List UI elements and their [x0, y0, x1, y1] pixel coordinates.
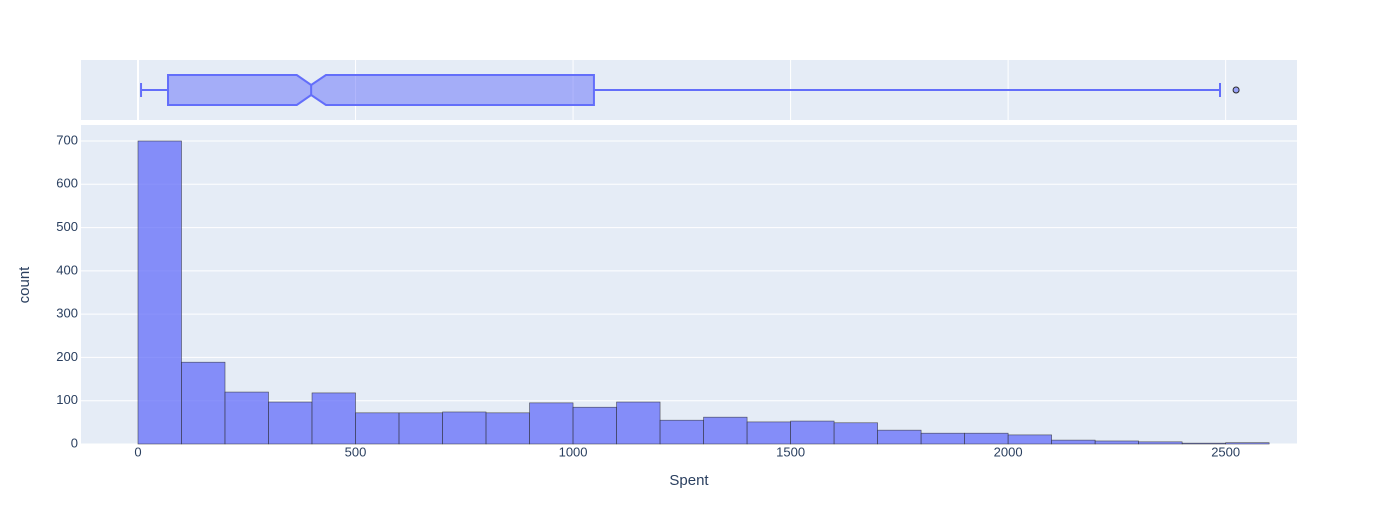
y-tick-label: 0 [71, 435, 78, 450]
bar [137, 140, 182, 445]
bar [1094, 440, 1139, 445]
bar [398, 412, 443, 445]
box [167, 74, 595, 106]
bar [572, 406, 617, 445]
bar [181, 361, 226, 445]
bar [703, 416, 748, 445]
bar [529, 402, 574, 445]
x-tick-label: 1000 [559, 444, 588, 459]
y-tick-label: 500 [56, 219, 78, 234]
x-tick-label: 1500 [776, 444, 805, 459]
y-tick-label: 200 [56, 349, 78, 364]
bar [964, 432, 1009, 445]
bar [790, 420, 835, 445]
bar [1007, 434, 1052, 445]
x-tick-label: 0 [134, 444, 141, 459]
bar [833, 422, 878, 445]
x-tick-label: 500 [345, 444, 367, 459]
y-tick-label: 400 [56, 262, 78, 277]
x-tick-label: 2000 [994, 444, 1023, 459]
bar [268, 401, 313, 445]
y-tick-label: 600 [56, 176, 78, 191]
histogram-panel [81, 125, 1297, 444]
bar [920, 432, 965, 445]
outlier [1232, 86, 1240, 94]
y-axis-title: count [16, 266, 33, 304]
bar [659, 419, 704, 445]
bar [485, 412, 530, 445]
bar [355, 412, 400, 445]
x-tick-label: 2500 [1211, 444, 1240, 459]
bar [1051, 439, 1096, 445]
bar [224, 391, 269, 445]
bar [1225, 442, 1270, 445]
bar [311, 392, 356, 445]
bar [877, 429, 922, 445]
bar [1138, 441, 1183, 445]
y-tick-label: 700 [56, 132, 78, 147]
bar [616, 401, 661, 445]
bar [746, 421, 791, 445]
x-axis-title: Spent [669, 472, 709, 489]
y-tick-label: 100 [56, 392, 78, 407]
y-tick-label: 300 [56, 306, 78, 321]
bar [442, 411, 487, 445]
bar [1181, 442, 1226, 445]
